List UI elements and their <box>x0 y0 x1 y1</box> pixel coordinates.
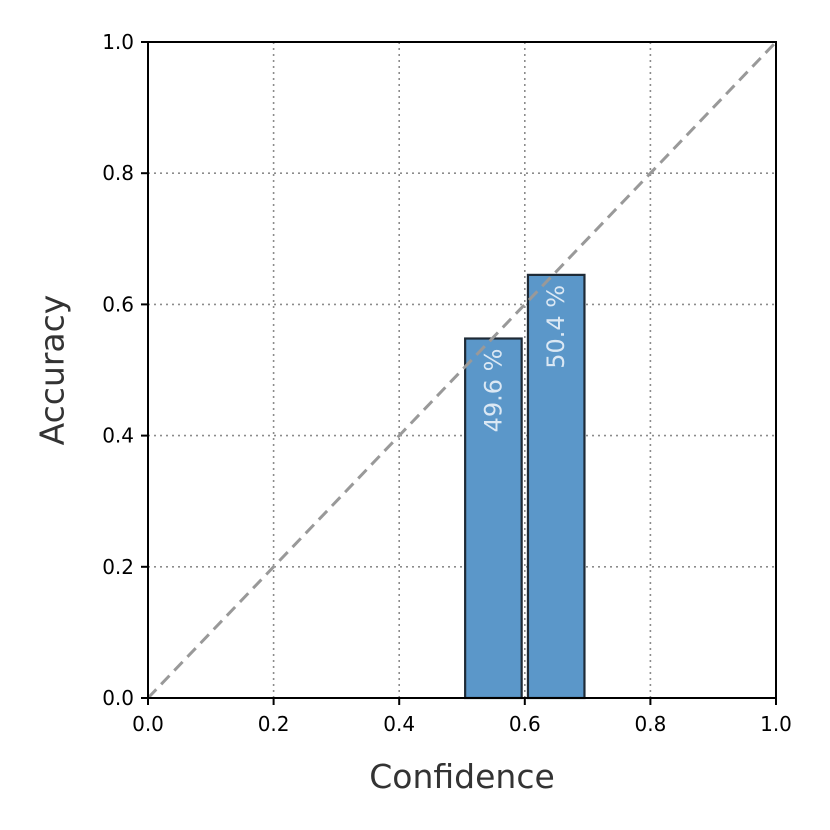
y-axis-label: Accuracy <box>33 295 72 446</box>
plot-frame <box>147 41 777 699</box>
x-tick-label-2: 0.4 <box>383 712 415 736</box>
x-tick-label-0: 0.0 <box>132 712 164 736</box>
bar-labels: 49.6 % 50.4 % <box>479 285 570 433</box>
bar-0 <box>464 337 523 700</box>
bar-1 <box>526 273 586 700</box>
bars <box>464 273 586 700</box>
y-tick-label-3: 0.6 <box>102 292 134 316</box>
y-axis-ticks: 0.0 0.2 0.4 0.6 0.8 1.0 <box>102 30 148 710</box>
x-axis-ticks: 0.0 0.2 0.4 0.6 0.8 1.0 <box>132 698 792 736</box>
x-tick-label-5: 1.0 <box>760 712 792 736</box>
x-tick-label-1: 0.2 <box>258 712 290 736</box>
x-tick-label-4: 0.8 <box>634 712 666 736</box>
y-tick-label-4: 0.8 <box>102 161 134 185</box>
bar-label-1: 50.4 % <box>542 285 570 369</box>
y-tick-label-1: 0.2 <box>102 555 134 579</box>
bar-label-0: 49.6 % <box>479 349 507 433</box>
y-tick-label-2: 0.4 <box>102 424 134 448</box>
y-tick-label-0: 0.0 <box>102 686 134 710</box>
x-tick-label-3: 0.6 <box>509 712 541 736</box>
y-tick-label-5: 1.0 <box>102 30 134 54</box>
x-axis-label: Confidence <box>369 757 555 796</box>
